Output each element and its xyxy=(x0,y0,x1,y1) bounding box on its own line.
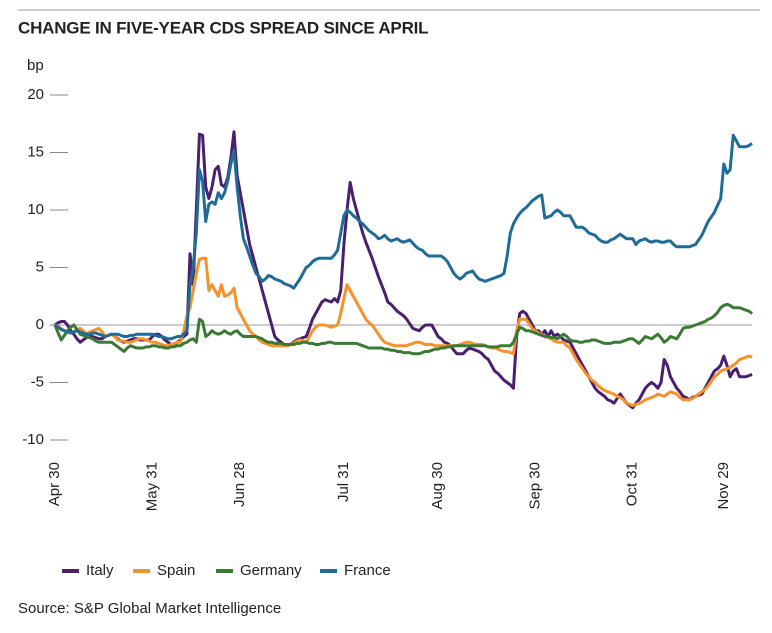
y-tick-label: 0 xyxy=(36,316,44,333)
y-tick-label: 5 xyxy=(36,258,44,275)
legend-label: France xyxy=(344,562,391,579)
series-line xyxy=(54,130,753,410)
x-tick-label: Oct 31 xyxy=(624,462,641,506)
y-axis-label: bp xyxy=(27,57,44,74)
y-tick-label: -10 xyxy=(22,431,44,448)
x-tick-label: Aug 30 xyxy=(429,462,446,510)
y-tick-label: 15 xyxy=(27,143,44,160)
x-tick-label: Jun 28 xyxy=(231,462,248,507)
legend-label: Spain xyxy=(157,562,195,579)
x-tick-label: Jul 31 xyxy=(335,462,352,502)
source: Source: S&P Global Market Intelligence xyxy=(18,600,281,617)
x-tick-label: Nov 29 xyxy=(715,462,732,510)
x-tick-label: May 31 xyxy=(143,462,160,511)
y-tick-label: 10 xyxy=(27,201,44,218)
series-line xyxy=(53,302,753,356)
x-tick-label: Sep 30 xyxy=(526,462,543,510)
legend-label: Italy xyxy=(86,562,114,579)
x-tick-label: Apr 30 xyxy=(46,462,63,506)
y-tick-label: 20 xyxy=(27,86,44,103)
series-line xyxy=(54,256,753,407)
chart-title: CHANGE IN FIVE-YEAR CDS SPREAD SINCE APR… xyxy=(18,18,428,37)
y-tick-label: -5 xyxy=(31,373,44,390)
series-line xyxy=(54,133,753,341)
legend-label: Germany xyxy=(240,562,302,579)
